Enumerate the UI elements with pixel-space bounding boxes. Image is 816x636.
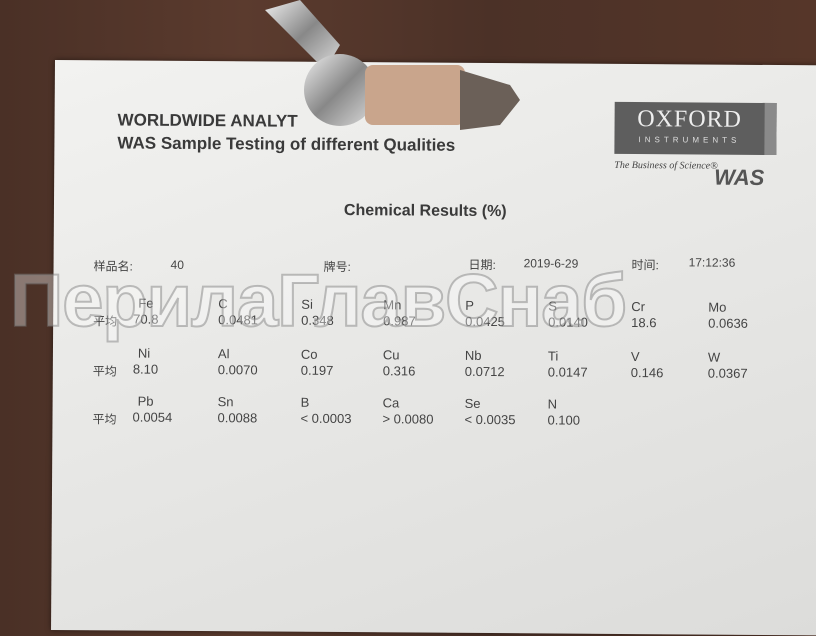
section-heading: Chemical Results (%) [343, 202, 507, 221]
element-symbol: W [707, 349, 721, 365]
element-symbol: V [630, 349, 640, 365]
element-symbol: Se [464, 395, 481, 411]
element-value: 0.0636 [708, 315, 748, 331]
element-value: 0.0054 [132, 409, 173, 425]
time-label: 时间: [631, 258, 659, 273]
average-label: 平均 [92, 412, 117, 427]
element-value: 0.146 [630, 365, 664, 381]
element-symbol: Ca [382, 395, 400, 411]
element-value: 0.0147 [547, 364, 588, 380]
element-symbol: B [300, 394, 310, 410]
oxford-instruments-logo: OXFORD INSTRUMENTS [614, 101, 777, 156]
element-symbol: Al [217, 346, 230, 362]
element-symbol: Pb [137, 393, 154, 409]
element-value: 8.10 [132, 361, 159, 377]
element-value: < 0.0035 [464, 411, 516, 428]
element-value: 0.0088 [217, 410, 258, 426]
report-subtitle: WAS Sample Testing of different Qualitie… [117, 133, 456, 155]
element-symbol: N [547, 396, 558, 412]
element-symbol: Mo [708, 299, 727, 315]
was-logo: WAS [714, 164, 765, 190]
element-value: < 0.0003 [300, 410, 352, 427]
element-value: 0.0070 [217, 362, 258, 378]
element-symbol: Cu [382, 347, 400, 363]
element-symbol: Sn [217, 394, 234, 410]
element-value: 0.0367 [707, 365, 748, 381]
element-value: 0.316 [382, 363, 416, 379]
logo-tagline: The Business of Science® [614, 159, 718, 172]
report-sheet: WORLDWIDE ANALYT WAS Sample Testing of d… [51, 60, 816, 636]
average-label: 平均 [92, 364, 117, 379]
element-symbol: Nb [464, 347, 482, 363]
time-value: 17:12:36 [688, 255, 736, 270]
element-value: > 0.0080 [382, 411, 434, 427]
element-symbol: Ni [137, 345, 151, 361]
element-value: 18.6 [631, 315, 657, 331]
element-symbol: Ti [547, 348, 559, 364]
element-symbol: Co [300, 346, 318, 362]
element-value: 0.0712 [464, 363, 505, 380]
element-value: 0.197 [300, 362, 334, 378]
element-symbol: Cr [631, 299, 646, 315]
watermark: ПерилаГлавСнаб [9, 258, 628, 343]
metal-clamp-object [265, 0, 520, 130]
element-value: 0.100 [547, 412, 581, 428]
